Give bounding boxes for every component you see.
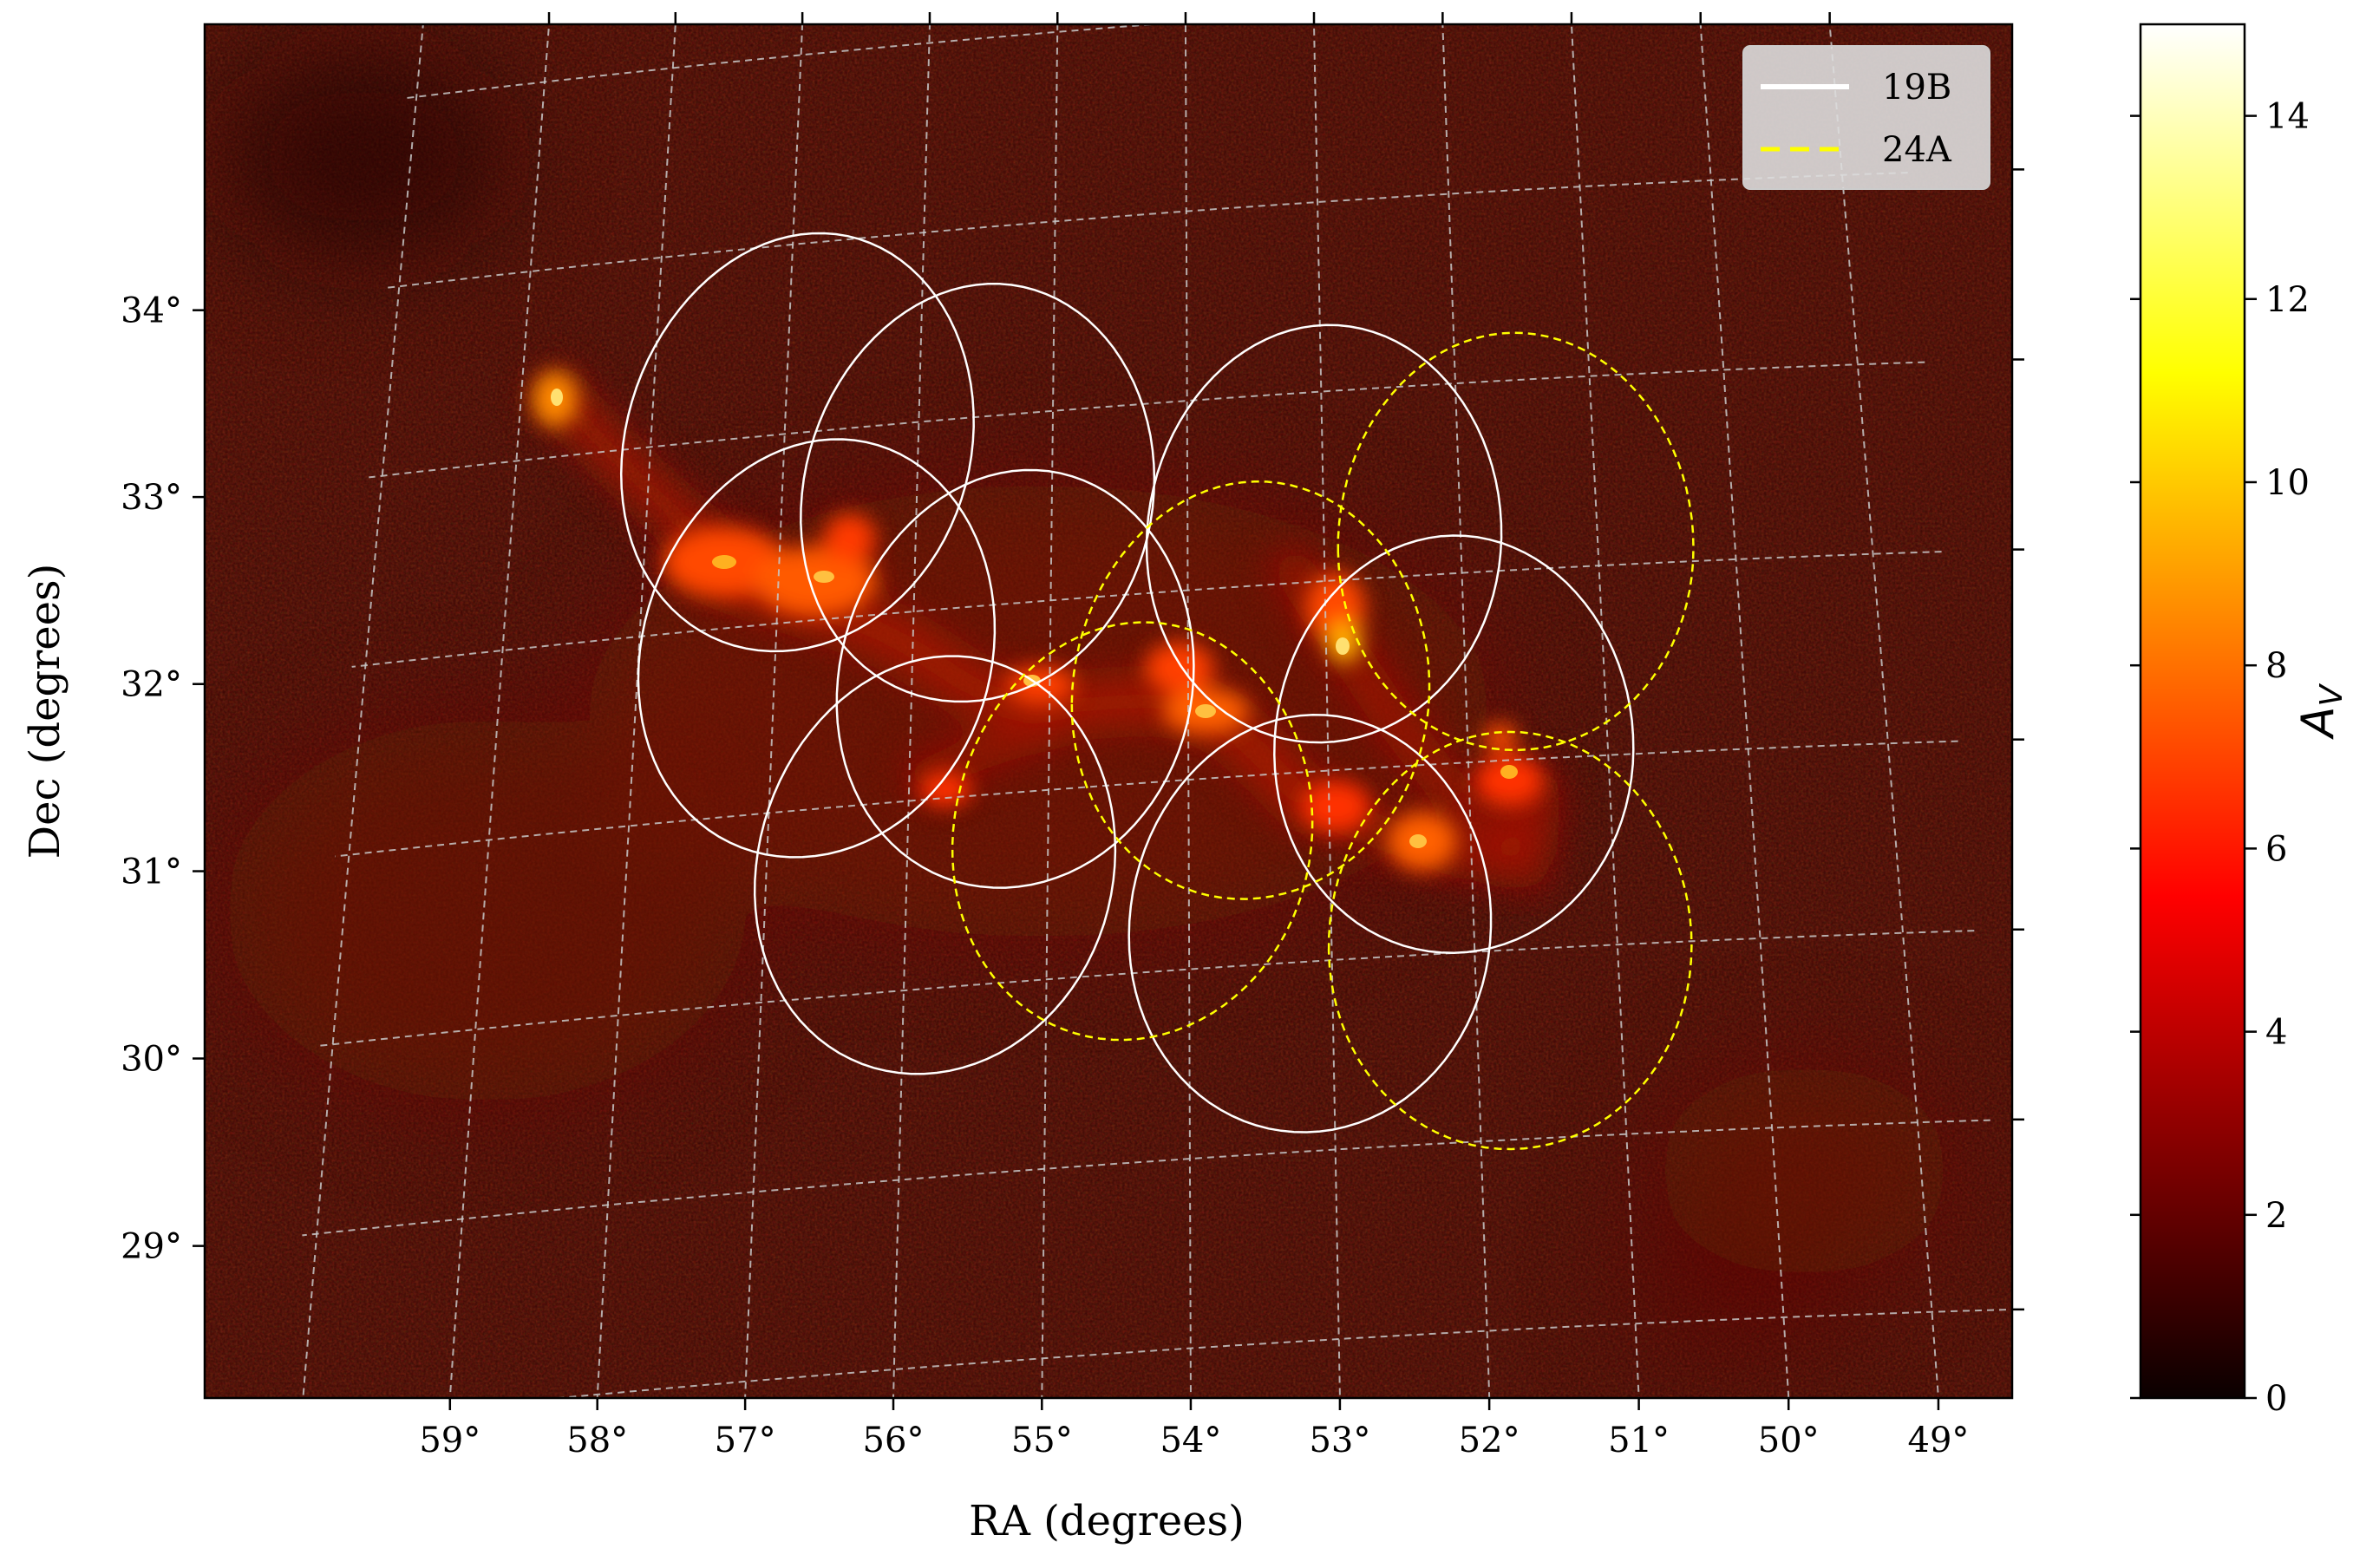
x-tick-label: 54°: [1160, 1421, 1221, 1460]
colorbar-title: AV: [2292, 683, 2350, 741]
x-tick-label: 58°: [566, 1421, 628, 1460]
survey-fields: [619, 232, 1695, 1151]
diffuse-emission: [225, 52, 1951, 1362]
field-circle-24a: [951, 621, 1314, 1042]
y-tick-label: 31°: [121, 853, 182, 892]
field-circle-19b: [753, 655, 1117, 1075]
x-tick-label: 55°: [1011, 1421, 1073, 1460]
y-tick-label: 34°: [121, 291, 182, 331]
legend-label-24a: 24A: [1882, 130, 1952, 170]
colorbar-tick-label: 6: [2265, 829, 2287, 869]
field-circle-19b: [1127, 713, 1493, 1134]
colorbar-tick-label: 4: [2265, 1013, 2287, 1053]
y-axis-ticks: 29° 30° 31° 32° 33° 34°: [121, 168, 2024, 1311]
colorbar: 0 2 4 6 8 10 12 14 AV: [2130, 23, 2350, 1419]
grid-line-ra: [892, 24, 931, 1398]
x-axis-ticks: 59° 58° 57° 56° 55° 54° 53° 52° 51° 50° 49°: [419, 12, 1969, 1460]
grid-line-ra: [744, 24, 804, 1398]
grid-line-dec: [549, 1309, 2007, 1398]
x-tick-label: 51°: [1608, 1421, 1670, 1460]
colorbar-gradient: [2139, 23, 2246, 1400]
field-circle-19b: [800, 283, 1156, 703]
legend-label-19b: 19B: [1882, 68, 1951, 108]
legend: 19B 24A: [1742, 45, 1990, 190]
x-tick-label: 50°: [1758, 1421, 1820, 1460]
grid-line-ra: [1699, 24, 1790, 1398]
field-circle-19b: [1145, 323, 1503, 744]
grid-line-ra: [1041, 24, 1059, 1398]
x-tick-label: 49°: [1908, 1421, 1970, 1460]
grid-line-ra: [1828, 24, 1939, 1398]
grid-line-dec: [351, 551, 1942, 668]
legend-box: [1742, 45, 1990, 190]
grid-line-ra: [302, 24, 424, 1398]
colorbar-tick-label: 8: [2265, 646, 2287, 686]
grid-line-ra: [1570, 24, 1640, 1398]
colorbar-ticks: 0 2 4 6 8 10 12 14: [2130, 97, 2310, 1419]
field-circle-19b: [637, 438, 997, 859]
field-circle-24a: [1327, 730, 1693, 1151]
grid-line-ra: [448, 24, 551, 1398]
field-circle-24a: [1070, 480, 1431, 900]
grid-line-dec: [302, 1119, 1990, 1237]
colorbar-tick-label: 2: [2265, 1196, 2287, 1236]
colorbar-tick-label: 14: [2265, 97, 2310, 137]
grid-line-ra: [1184, 24, 1192, 1398]
cloud-cores: [533, 371, 1544, 871]
x-tick-label: 56°: [863, 1421, 925, 1460]
colorbar-title-subscript: V: [2314, 683, 2350, 707]
y-axis-title: Dec (degrees): [21, 564, 69, 859]
bright-peaks: [551, 389, 1518, 848]
plot-frame: [203, 23, 2014, 1400]
grid-line-ra: [596, 24, 676, 1398]
colorbar-tick-label: 12: [2265, 280, 2310, 320]
y-tick-label: 32°: [121, 665, 182, 705]
x-tick-label: 57°: [715, 1421, 776, 1460]
x-tick-label: 52°: [1459, 1421, 1520, 1460]
grid-line-dec: [369, 361, 1925, 479]
colorbar-tick-label: 0: [2265, 1379, 2287, 1419]
field-circle-19b: [835, 468, 1195, 889]
y-tick-label: 29°: [121, 1227, 182, 1267]
field-circle-19b: [1273, 534, 1635, 954]
field-circle-19b: [619, 232, 975, 653]
colorbar-title-main: A: [2292, 707, 2344, 741]
x-tick-label: 59°: [419, 1421, 480, 1460]
extinction-map: [205, 24, 2012, 1398]
grid: [302, 24, 2007, 1398]
grid-line-ra: [1313, 24, 1341, 1398]
y-tick-label: 30°: [121, 1040, 182, 1080]
x-tick-label: 53°: [1309, 1421, 1370, 1460]
grid-line-dec: [318, 930, 1975, 1047]
grid-line-dec: [335, 740, 1958, 858]
x-axis-title: RA (degrees): [969, 1497, 1245, 1545]
y-tick-label: 33°: [121, 478, 182, 518]
grid-line-ra: [1441, 24, 1491, 1398]
field-circle-24a: [1337, 331, 1695, 752]
colorbar-tick-label: 10: [2265, 463, 2310, 503]
